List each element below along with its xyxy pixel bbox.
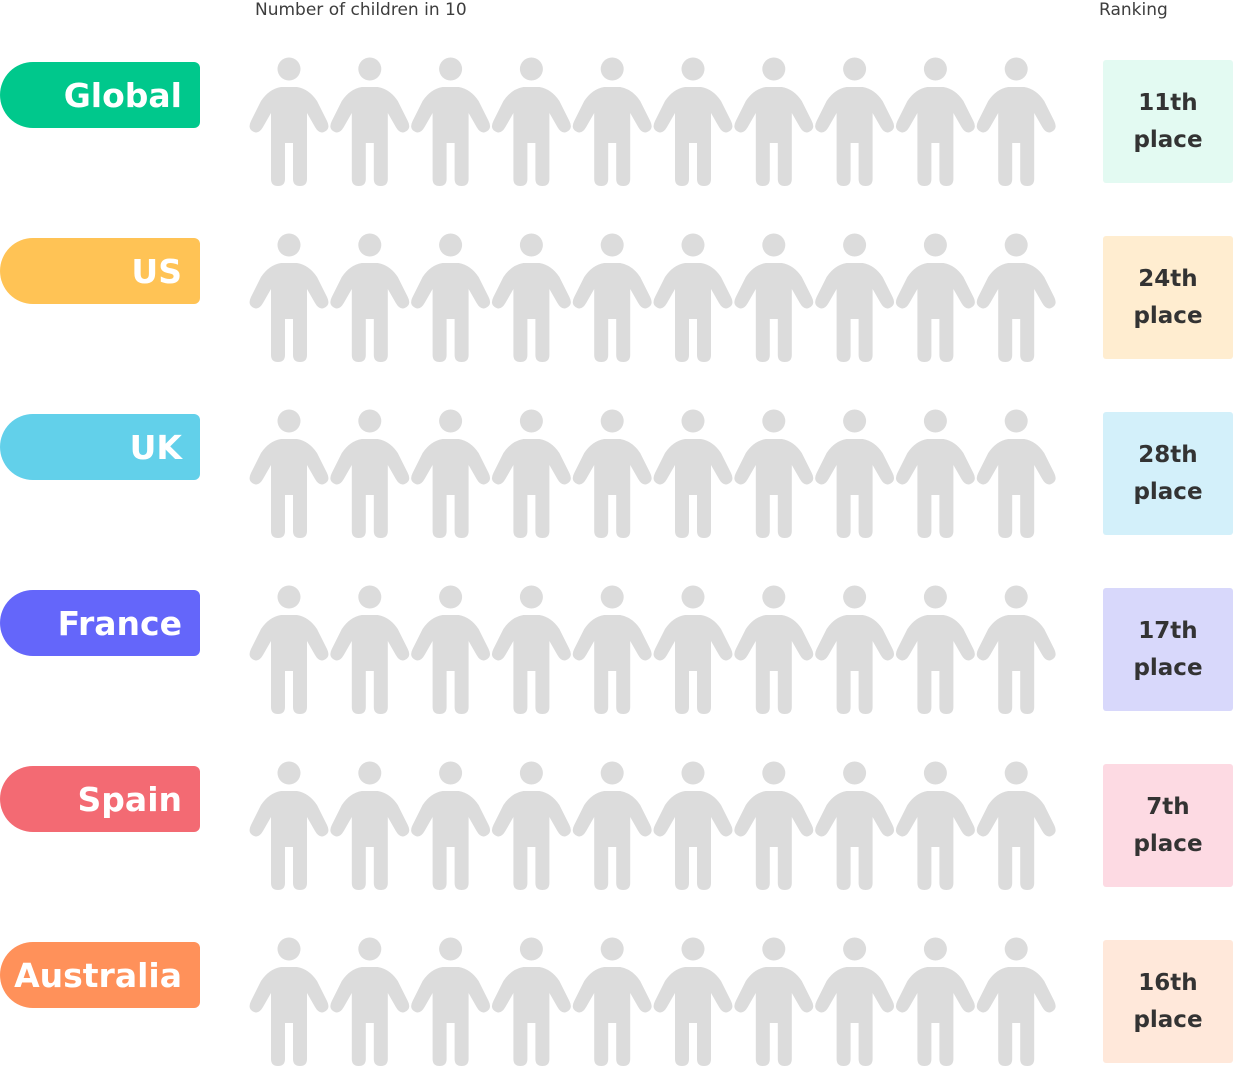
- child-icon-australia-2: [330, 937, 410, 1066]
- child-icon-spain-4: [491, 761, 571, 890]
- ranking-global-place: place: [1133, 126, 1203, 153]
- child-icon-global-8: [815, 57, 895, 186]
- child-icon-us-9: [895, 233, 975, 362]
- ranking-france-place: place: [1133, 654, 1203, 681]
- country-label-australia: Australia: [0, 942, 200, 1008]
- child-icon-spain-2: [330, 761, 410, 890]
- country-label-global: Global: [0, 62, 200, 128]
- ranking-spain: 7th place: [1103, 764, 1233, 887]
- child-icon-spain-7: [734, 761, 814, 890]
- ranking-us-place: place: [1133, 302, 1203, 329]
- child-icon-spain-10: [976, 761, 1056, 890]
- ranking-uk-position: 28th: [1138, 441, 1198, 468]
- country-label-us: US: [0, 238, 200, 304]
- ranking-us-position: 24th: [1138, 265, 1198, 292]
- child-icon-uk-5: [572, 409, 652, 538]
- country-label-spain: Spain: [0, 766, 200, 832]
- child-icon-uk-4: [491, 409, 571, 538]
- child-icon-global-4: [491, 57, 571, 186]
- child-icon-france-8: [815, 585, 895, 714]
- child-icon-uk-3: [411, 409, 491, 538]
- child-icon-uk-10: [976, 409, 1056, 538]
- child-icon-australia-4: [491, 937, 571, 1066]
- child-icon-spain-5: [572, 761, 652, 890]
- child-icon-global-9: [895, 57, 975, 186]
- child-icon-spain-8: [815, 761, 895, 890]
- child-icon-australia-9: [895, 937, 975, 1066]
- child-icon-france-2: [330, 585, 410, 714]
- ranking-australia-position: 16th: [1138, 969, 1198, 996]
- child-icon-global-6: [653, 57, 733, 186]
- header-number-of-children: Number of children in 10: [255, 0, 467, 20]
- child-icon-us-8: [815, 233, 895, 362]
- child-icon-france-7: [734, 585, 814, 714]
- child-icon-france-10: [976, 585, 1056, 714]
- child-icon-global-2: [330, 57, 410, 186]
- ranking-global-position: 11th: [1138, 89, 1198, 116]
- child-icon-us-7: [734, 233, 814, 362]
- ranking-australia-place: place: [1133, 1006, 1203, 1033]
- ranking-spain-position: 7th: [1146, 793, 1190, 820]
- child-icon-us-2: [330, 233, 410, 362]
- ranking-france-position: 17th: [1138, 617, 1198, 644]
- child-icon-us-3: [411, 233, 491, 362]
- ranking-us: 24th place: [1103, 236, 1233, 359]
- header-ranking: Ranking: [1099, 0, 1168, 20]
- child-icon-spain-1: [249, 761, 329, 890]
- child-icon-global-10: [976, 57, 1056, 186]
- child-icon-uk-2: [330, 409, 410, 538]
- child-icon-uk-8: [815, 409, 895, 538]
- child-icon-global-3: [411, 57, 491, 186]
- child-icon-us-10: [976, 233, 1056, 362]
- child-icon-australia-7: [734, 937, 814, 1066]
- child-icon-france-3: [411, 585, 491, 714]
- child-icon-uk-1: [249, 409, 329, 538]
- child-icon-france-9: [895, 585, 975, 714]
- child-icon-france-6: [653, 585, 733, 714]
- ranking-uk-place: place: [1133, 478, 1203, 505]
- child-icon-us-5: [572, 233, 652, 362]
- child-icon-global-7: [734, 57, 814, 186]
- child-icon-uk-9: [895, 409, 975, 538]
- child-icon-australia-6: [653, 937, 733, 1066]
- child-icon-us-6: [653, 233, 733, 362]
- child-icon-global-1: [249, 57, 329, 186]
- child-icon-france-4: [491, 585, 571, 714]
- child-icon-spain-9: [895, 761, 975, 890]
- ranking-global: 11th place: [1103, 60, 1233, 183]
- child-icon-global-5: [572, 57, 652, 186]
- child-icon-spain-6: [653, 761, 733, 890]
- child-icon-australia-10: [976, 937, 1056, 1066]
- ranking-uk: 28th place: [1103, 412, 1233, 535]
- child-icon-uk-7: [734, 409, 814, 538]
- child-icon-australia-5: [572, 937, 652, 1066]
- child-icon-us-1: [249, 233, 329, 362]
- ranking-spain-place: place: [1133, 830, 1203, 857]
- child-icon-spain-3: [411, 761, 491, 890]
- child-icon-australia-1: [249, 937, 329, 1066]
- child-icon-france-5: [572, 585, 652, 714]
- child-icon-australia-3: [411, 937, 491, 1066]
- country-label-uk: UK: [0, 414, 200, 480]
- ranking-france: 17th place: [1103, 588, 1233, 711]
- child-icon-australia-8: [815, 937, 895, 1066]
- country-label-france: France: [0, 590, 200, 656]
- ranking-australia: 16th place: [1103, 940, 1233, 1063]
- child-icon-uk-6: [653, 409, 733, 538]
- child-icon-france-1: [249, 585, 329, 714]
- child-icon-us-4: [491, 233, 571, 362]
